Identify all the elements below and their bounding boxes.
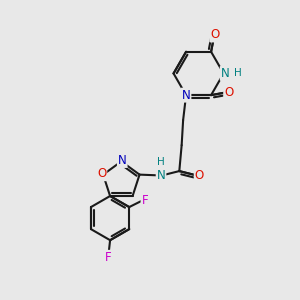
Text: O: O — [97, 167, 106, 180]
Text: H: H — [157, 157, 165, 167]
Text: H: H — [234, 68, 242, 78]
Text: N: N — [221, 67, 230, 80]
Text: F: F — [105, 251, 111, 264]
Text: O: O — [195, 169, 204, 182]
Text: N: N — [182, 88, 190, 102]
Text: O: O — [210, 28, 220, 41]
Text: F: F — [142, 194, 148, 207]
Text: O: O — [224, 86, 233, 99]
Text: N: N — [118, 154, 127, 167]
Text: N: N — [157, 169, 165, 182]
